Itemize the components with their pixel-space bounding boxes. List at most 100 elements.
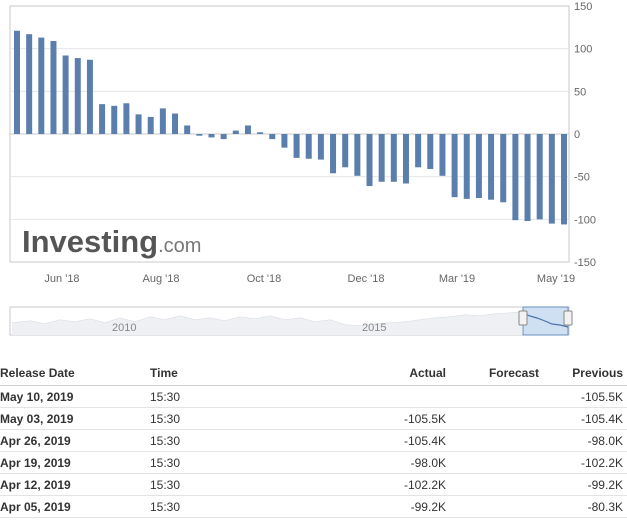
cell-actual: -105.5K <box>230 407 446 430</box>
bar[interactable] <box>220 134 227 140</box>
table-row: May 10, 2019 15:30 -105.5K <box>0 385 627 408</box>
cell-previous: -80.3K <box>539 495 627 518</box>
navigator-left-handle[interactable] <box>518 310 528 326</box>
cell-time: 15:30 <box>150 495 230 518</box>
bar[interactable] <box>548 134 555 224</box>
header-forecast[interactable]: Forecast <box>446 361 539 386</box>
bar[interactable] <box>99 104 106 134</box>
bar[interactable] <box>524 134 531 222</box>
x-tick-label: Oct '18 <box>247 273 282 285</box>
bar[interactable] <box>135 114 142 134</box>
x-tick-label: Dec '18 <box>348 273 385 285</box>
table-row: Apr 26, 2019 15:30 -105.4K -98.0K <box>0 429 627 452</box>
table-row: Apr 19, 2019 15:30 -98.0K -102.2K <box>0 451 627 474</box>
navigator-right-handle[interactable] <box>563 310 573 326</box>
x-tick-label: Mar '19 <box>439 273 475 285</box>
investing-logo: Investing.com <box>22 224 201 259</box>
navigator-label-2015: 2015 <box>362 322 386 334</box>
bar[interactable] <box>415 134 422 168</box>
chart-navigator[interactable]: 2010 2015 <box>0 296 627 352</box>
cell-date: Apr 19, 2019 <box>0 451 150 474</box>
bar[interactable] <box>257 132 264 134</box>
navigator-selected-line <box>522 312 569 328</box>
cell-previous: -105.4K <box>539 407 627 430</box>
bar[interactable] <box>196 134 203 136</box>
bar[interactable] <box>451 134 458 198</box>
bar-chart: 150 100 50 0 -50 -100 -150 Jun '18 Aug '18 Oct '1… <box>9 1 596 285</box>
bar[interactable] <box>232 130 239 134</box>
bar[interactable] <box>281 134 288 148</box>
header-previous[interactable]: Previous <box>539 361 627 386</box>
cell-date: Apr 05, 2019 <box>0 495 150 518</box>
cell-previous: -98.0K <box>539 429 627 452</box>
bar[interactable] <box>330 134 337 174</box>
y-tick-label: -50 <box>574 172 590 184</box>
bar[interactable] <box>536 134 543 220</box>
table-row: Apr 12, 2019 15:30 -102.2K -99.2K <box>0 473 627 496</box>
bar[interactable] <box>488 134 495 200</box>
bar[interactable] <box>86 59 93 135</box>
bar[interactable] <box>111 105 118 134</box>
main-chart: 150 100 50 0 -50 -100 -150 Jun '18 Aug '18 Oct '1… <box>9 1 596 285</box>
bar[interactable] <box>26 34 33 134</box>
bar[interactable] <box>74 58 81 134</box>
cell-date: Apr 26, 2019 <box>0 429 150 452</box>
bar[interactable] <box>50 40 57 134</box>
bar[interactable] <box>14 30 20 134</box>
x-tick-label: Aug '18 <box>143 273 180 285</box>
bar[interactable] <box>439 134 446 176</box>
bar[interactable] <box>342 134 349 168</box>
table-row: Apr 05, 2019 15:30 -99.2K -80.3K <box>0 495 627 518</box>
header-release-date[interactable]: Release Date <box>0 361 150 386</box>
bar[interactable] <box>159 108 166 134</box>
bar[interactable] <box>390 134 397 182</box>
header-actual[interactable]: Actual <box>230 361 446 386</box>
table-header-row: Release Date Time Actual Forecast Previo… <box>0 361 627 386</box>
bar[interactable] <box>38 37 45 134</box>
bar[interactable] <box>62 55 69 134</box>
cell-date: May 03, 2019 <box>0 407 150 430</box>
bar[interactable] <box>317 134 324 160</box>
bar[interactable] <box>475 134 482 198</box>
history-table: Release Date Time Actual Forecast Previo… <box>0 361 627 518</box>
y-tick-label: -100 <box>574 214 596 226</box>
bar[interactable] <box>354 134 361 176</box>
bar[interactable] <box>561 134 567 225</box>
cell-forecast <box>446 451 539 474</box>
x-tick-label: May '19 <box>537 273 575 285</box>
bar[interactable] <box>463 134 470 199</box>
bar[interactable] <box>305 134 312 159</box>
cell-forecast <box>446 407 539 430</box>
cell-actual: -105.4K <box>230 429 446 452</box>
bar[interactable] <box>208 134 215 138</box>
bar[interactable] <box>147 116 154 134</box>
header-time[interactable]: Time <box>150 361 230 386</box>
cell-time: 15:30 <box>150 429 230 452</box>
navigator-series-area <box>12 312 522 335</box>
y-tick-label: 100 <box>574 44 592 56</box>
watermark-domain: .com <box>158 235 201 257</box>
cell-time: 15:30 <box>150 407 230 430</box>
cell-forecast <box>446 385 539 408</box>
bar[interactable] <box>378 134 385 182</box>
bar[interactable] <box>366 134 373 187</box>
bar[interactable] <box>184 125 191 134</box>
cell-actual <box>230 385 446 408</box>
bar[interactable] <box>500 134 507 203</box>
cell-actual: -98.0K <box>230 451 446 474</box>
cell-forecast <box>446 473 539 496</box>
bar[interactable] <box>512 134 519 221</box>
bar[interactable] <box>293 134 300 158</box>
bar[interactable] <box>402 134 409 184</box>
bar[interactable] <box>244 125 251 134</box>
bar[interactable] <box>123 103 130 134</box>
watermark-text: Investing.com <box>22 224 201 259</box>
cell-date: May 10, 2019 <box>0 385 150 408</box>
cell-previous: -105.5K <box>539 385 627 408</box>
x-tick-label: Jun '18 <box>44 273 79 285</box>
bar[interactable] <box>172 113 179 134</box>
bar[interactable] <box>269 134 276 140</box>
table-row: May 03, 2019 15:30 -105.5K -105.4K <box>0 407 627 430</box>
cell-time: 15:30 <box>150 451 230 474</box>
bar[interactable] <box>427 134 434 169</box>
